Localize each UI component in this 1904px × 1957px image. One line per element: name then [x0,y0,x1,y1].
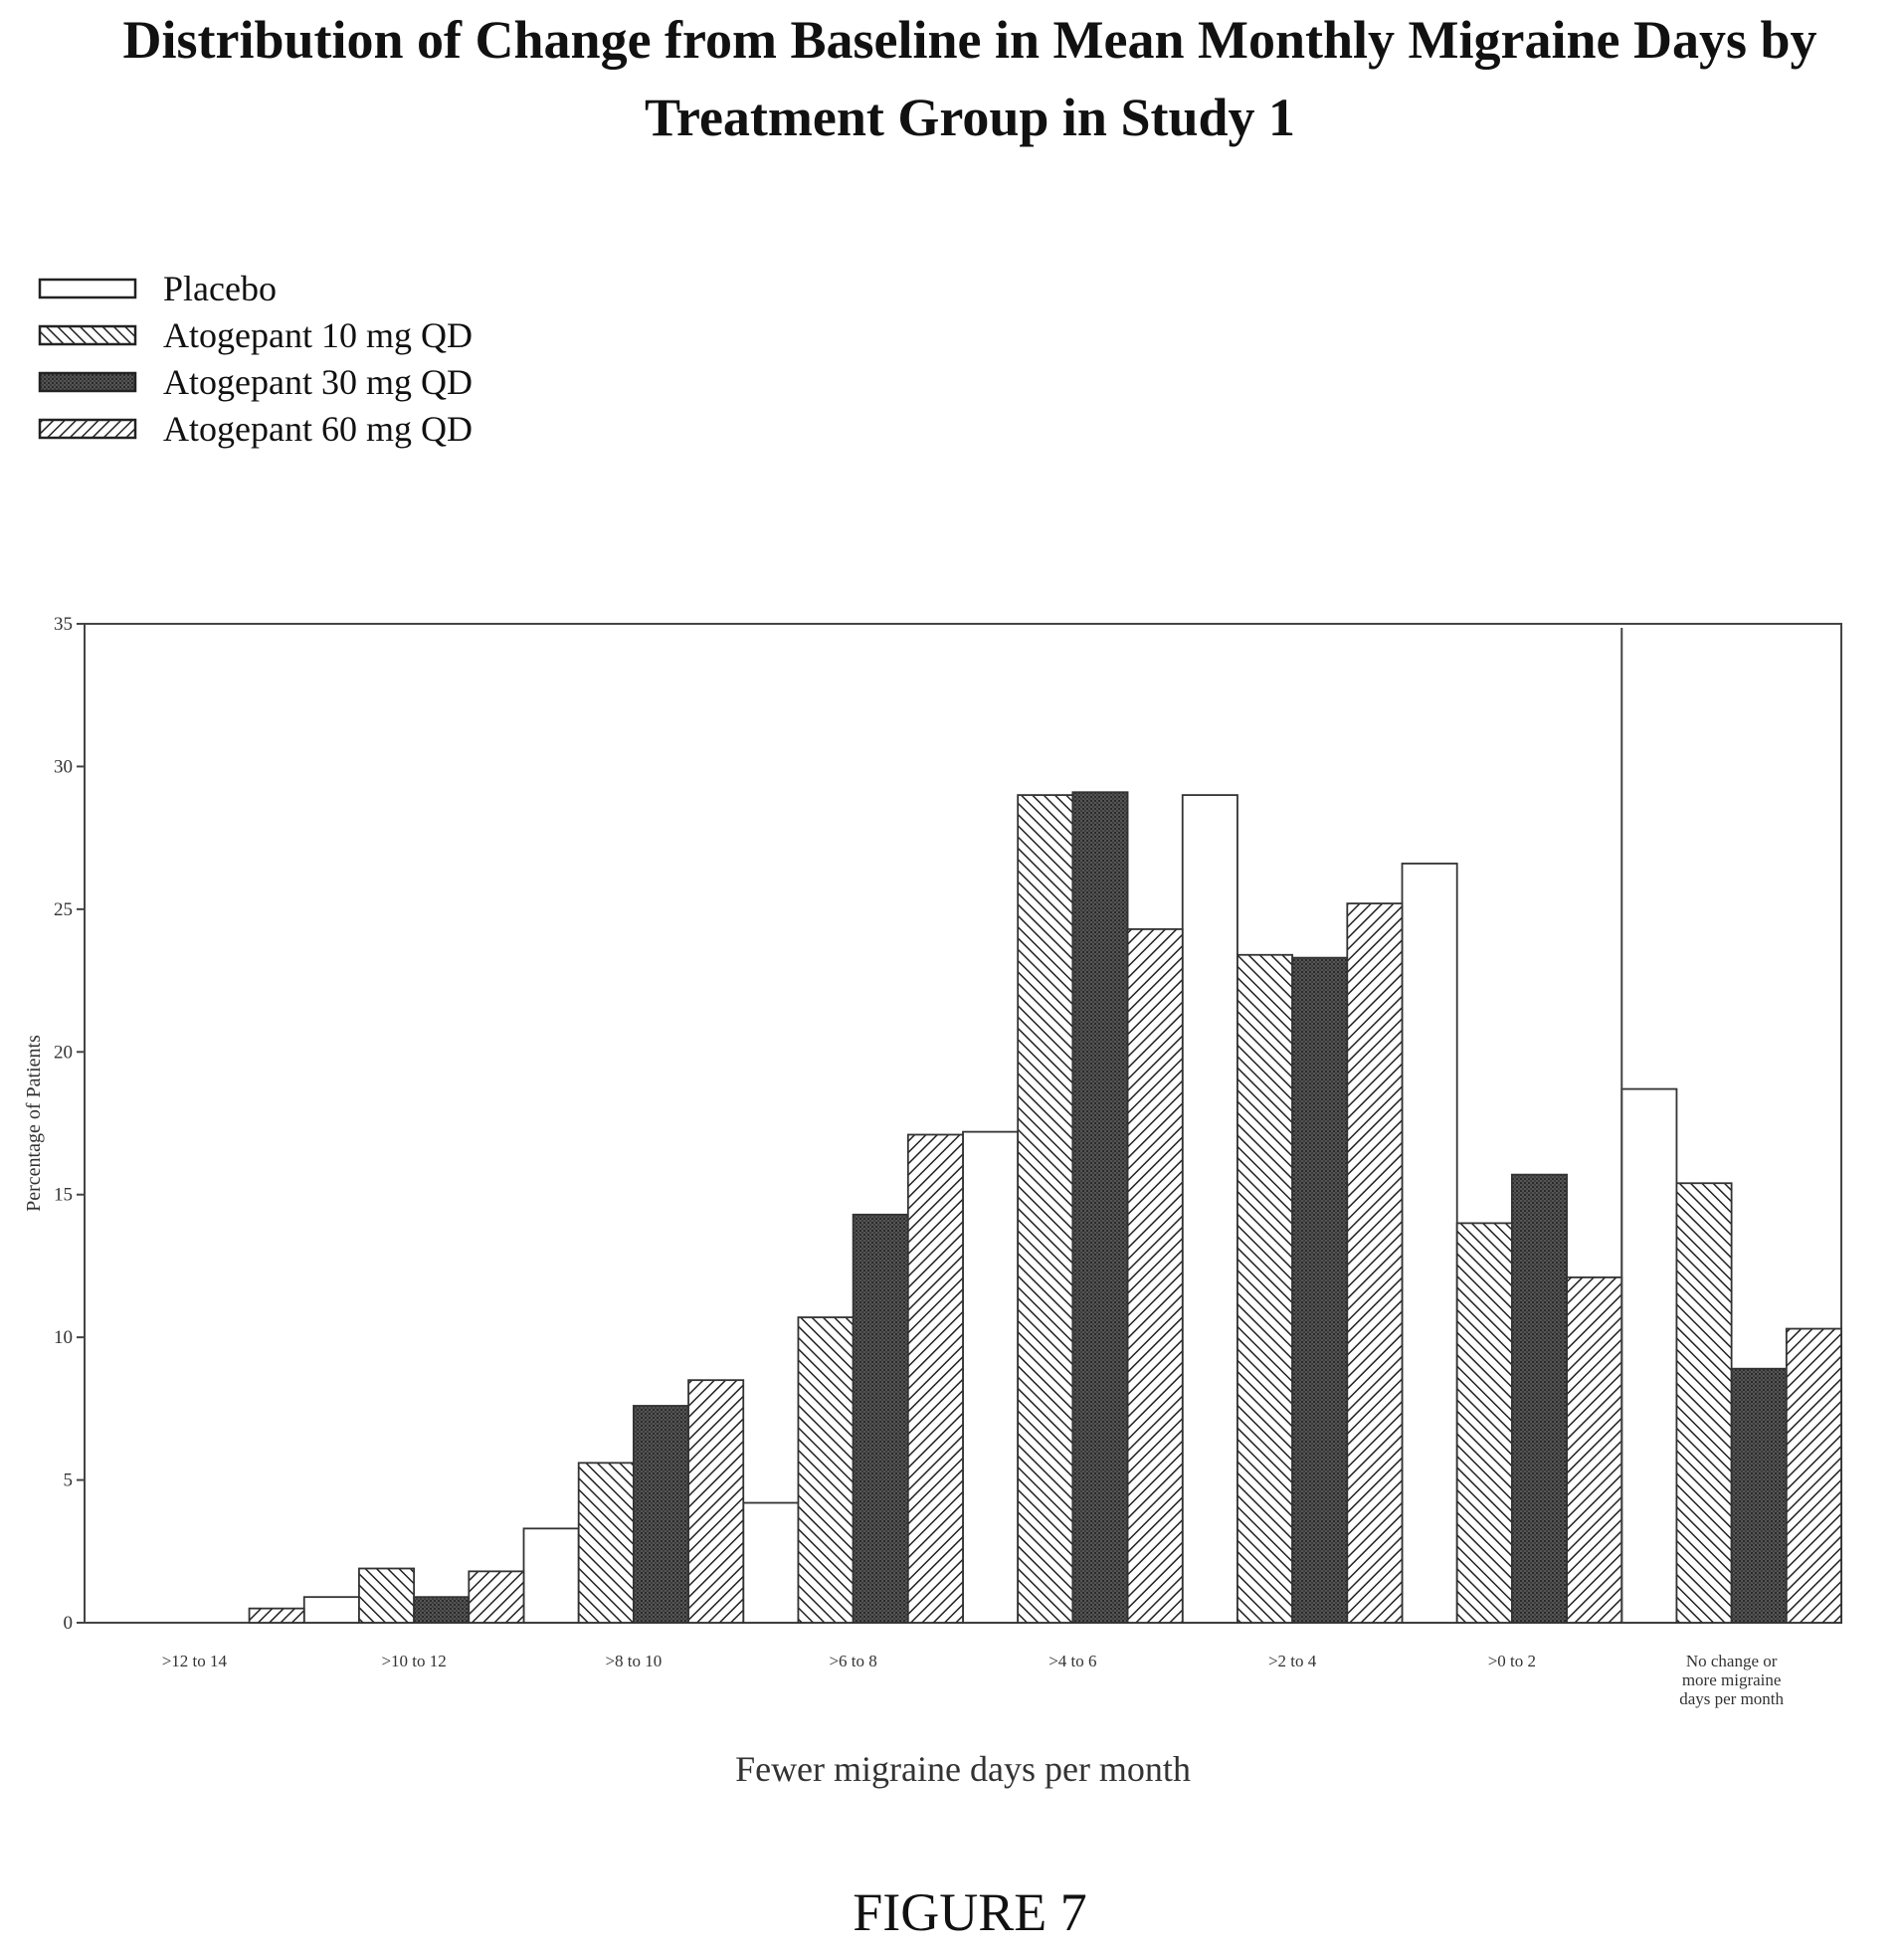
legend-swatch-atogepant-60 [38,418,137,440]
bar-series-2-category-3 [852,1213,909,1624]
bar-series-1-category-3 [797,1316,855,1624]
bar-series-1-category-1 [358,1567,416,1624]
legend-item-atogepant-60: Atogepant 60 mg QD [38,409,473,449]
legend-label-atogepant-10: Atogepant 10 mg QD [163,315,473,355]
x-category-label: >10 to 12 [381,1652,446,1670]
bar-series-1-category-4 [1017,794,1074,1624]
x-category-label: >6 to 8 [829,1652,876,1670]
bar-series-3-category-6 [1566,1276,1623,1624]
y-tick-label: 25 [54,899,73,920]
chart-title-line-1: Distribution of Change from Baseline in … [122,10,1816,70]
y-axis-ticks: 0 5 10 15 20 25 30 35 [54,614,85,1634]
bar-series-3-category-4 [1126,928,1184,1624]
bar-series-1-category-6 [1455,1222,1513,1624]
legend-swatch-atogepant-10 [38,324,137,346]
x-category-label: >8 to 10 [605,1652,662,1670]
y-tick-label: 30 [54,756,73,777]
bar-series-3-category-2 [687,1379,745,1624]
bar-series-3-category-1 [468,1570,525,1624]
x-category-label-line: >4 to 6 [1048,1652,1096,1670]
legend-swatch-placebo [38,278,137,299]
y-axis-label: Percentage of Patients [23,1035,45,1212]
bar-series-3-category-3 [906,1133,964,1624]
bar-series-0-category-7 [1620,1087,1678,1624]
x-category-label-line: >12 to 14 [162,1652,228,1670]
bar-series-2-category-7 [1730,1367,1788,1624]
x-category-label: No change or more migraine days per month [1679,1652,1784,1708]
x-category-label-line: >0 to 2 [1488,1652,1536,1670]
bar-series-0-category-6 [1401,863,1458,1624]
legend-item-atogepant-10: Atogepant 10 mg QD [38,315,473,355]
chart-title-line-2: Treatment Group in Study 1 [645,88,1295,147]
y-tick-label: 10 [54,1327,73,1348]
y-tick-label: 5 [64,1470,74,1491]
x-category-label-line: >6 to 8 [829,1652,876,1670]
figure-label: FIGURE 7 [853,1882,1087,1942]
y-tick-label: 35 [54,614,73,635]
y-tick-label: 0 [64,1613,74,1634]
bar-series-0-category-4 [962,1130,1020,1624]
bar-series-3-category-0 [248,1607,305,1624]
x-category-label-line: more migraine [1682,1670,1782,1689]
bar-series-2-category-2 [632,1405,689,1624]
bar-series-2-category-1 [413,1596,471,1624]
bar-series-0-category-3 [742,1501,800,1624]
bar-series-1-category-5 [1237,953,1294,1624]
y-tick-label: 15 [54,1185,73,1206]
bar-series-0-category-5 [1181,794,1238,1624]
bar-series-2-category-5 [1291,956,1349,1624]
x-category-label-line: No change or [1686,1652,1778,1670]
x-category-label-line: >2 to 4 [1268,1652,1317,1670]
x-axis-category-labels: >12 to 14 >10 to 12 >8 to 10 >6 to 8 >4 to 6… [162,1652,1785,1708]
bar-series-0-category-2 [522,1527,580,1624]
x-category-label-line: >10 to 12 [381,1652,446,1670]
legend-item-placebo: Placebo [38,269,277,308]
x-axis-label: Fewer migraine days per month [735,1749,1191,1789]
legend-label-placebo: Placebo [163,269,277,308]
legend-label-atogepant-60: Atogepant 60 mg QD [163,409,473,449]
bar-series-1-category-7 [1675,1182,1733,1624]
x-category-label-line: >8 to 10 [605,1652,662,1670]
bar-series-3-category-5 [1346,902,1404,1624]
bar-series-1-category-2 [577,1462,635,1624]
bars [248,628,1842,1624]
bar-series-3-category-7 [1785,1327,1842,1624]
legend-item-atogepant-30: Atogepant 30 mg QD [38,362,473,402]
legend: Placebo Atogepant 10 mg QD Atogepant 30 … [38,269,473,449]
y-tick-label: 20 [54,1042,73,1063]
x-category-label-line: days per month [1679,1689,1784,1708]
x-category-label: >0 to 2 [1488,1652,1536,1670]
bar-series-2-category-4 [1071,791,1129,1624]
bar-series-2-category-6 [1510,1173,1568,1624]
x-category-label: >4 to 6 [1048,1652,1096,1670]
bar-series-0-category-1 [302,1596,360,1624]
x-category-label: >2 to 4 [1268,1652,1317,1670]
x-category-label: >12 to 14 [162,1652,228,1670]
legend-label-atogepant-30: Atogepant 30 mg QD [163,362,473,402]
legend-swatch-atogepant-30 [38,371,137,393]
